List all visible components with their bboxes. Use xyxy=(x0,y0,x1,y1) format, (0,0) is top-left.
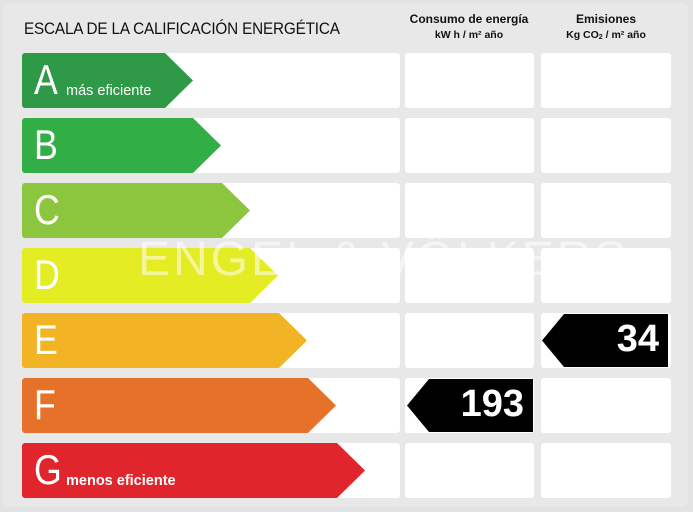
rating-arrow-e: E xyxy=(22,313,307,368)
consumo-cell-e xyxy=(405,313,534,368)
rating-arrow-c: C xyxy=(22,183,250,238)
rating-letter: B xyxy=(34,121,58,168)
emisiones-cell-g xyxy=(541,443,671,498)
rating-arrow-d: D xyxy=(22,248,278,303)
emisiones-cell-c xyxy=(541,183,671,238)
rating-letter: D xyxy=(34,251,60,298)
rating-tag: menos eficiente xyxy=(66,473,176,489)
consumo-cell-d xyxy=(405,248,534,303)
emisiones-title: Emisiones xyxy=(575,12,637,26)
consumo-unit: kW h / m² año xyxy=(434,29,504,41)
rating-arrow-f: F xyxy=(22,378,336,433)
emisiones-value-arrow: 34 xyxy=(542,314,668,367)
emisiones-cell-f xyxy=(541,378,671,433)
consumo-value-arrow-text: 193 xyxy=(460,383,524,425)
consumo-cell-c xyxy=(405,183,534,238)
consumo-cell-b xyxy=(405,118,534,173)
consumo-cell-g xyxy=(405,443,534,498)
emisiones-cell-b xyxy=(541,118,671,173)
consumo-title: Consumo de energía xyxy=(409,12,529,26)
rating-arrow-b: B xyxy=(22,118,221,173)
rating-letter: E xyxy=(34,316,58,363)
emisiones-cell-a xyxy=(541,53,671,108)
consumo-column-header: Consumo de energía kW h / m² año xyxy=(404,11,534,43)
consumo-cell-a xyxy=(405,53,534,108)
emisiones-cell-d xyxy=(541,248,671,303)
rating-letter: C xyxy=(34,186,60,233)
emisiones-column-header: Emisiones Kg CO2 / m² año xyxy=(541,11,671,46)
emisiones-unit: Kg CO2 / m² año xyxy=(566,29,646,41)
consumo-value-arrow: 193 xyxy=(407,379,533,432)
rating-letter: G xyxy=(34,446,62,493)
page-title: ESCALA DE LA CALIFICACIÓN ENERGÉTICA xyxy=(24,19,340,38)
emisiones-value-arrow-text: 34 xyxy=(616,318,659,360)
rating-tag: más eficiente xyxy=(66,83,152,99)
rating-letter: F xyxy=(34,381,56,428)
rating-letter: A xyxy=(34,56,58,103)
